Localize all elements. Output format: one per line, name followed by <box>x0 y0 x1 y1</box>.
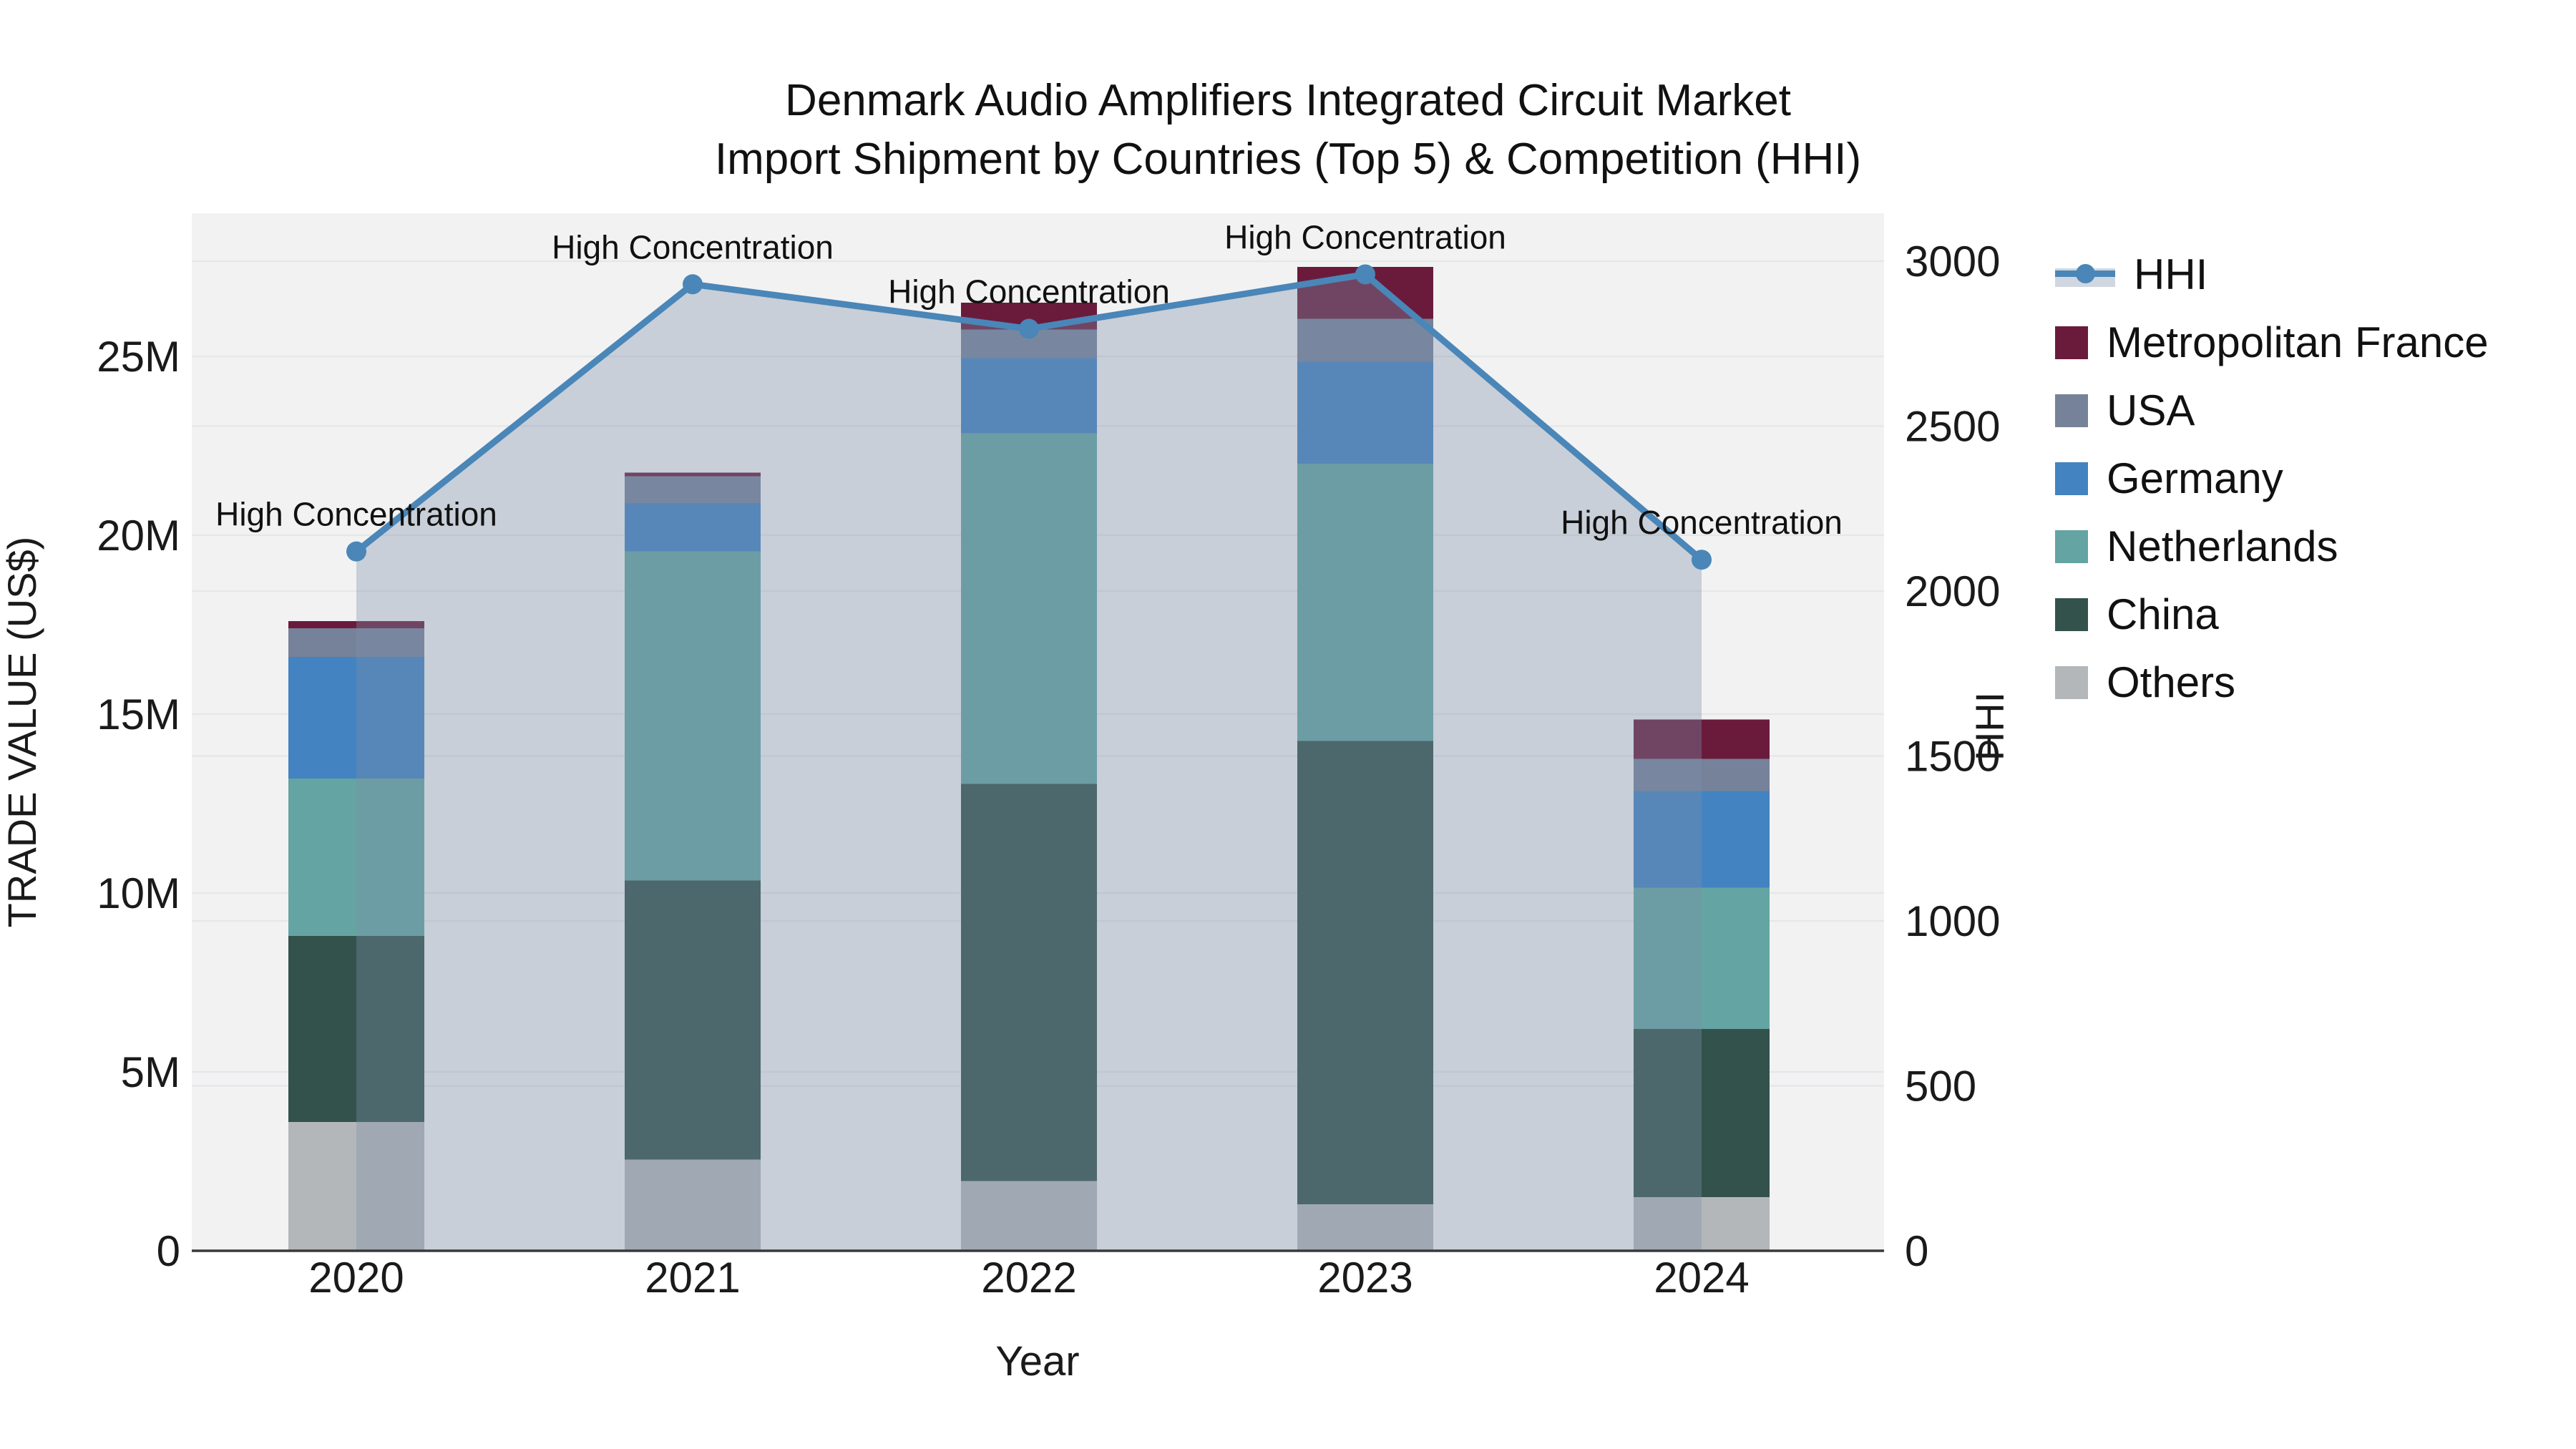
annotation-high-concentration: High Concentration <box>215 496 497 533</box>
legend-label: HHI <box>2134 250 2208 298</box>
chart-title-line1: Denmark Audio Amplifiers Integrated Circ… <box>785 76 1791 125</box>
bar-segment-others-2024[interactable] <box>1634 1197 1770 1251</box>
y-right-tick-label: 1000 <box>1905 897 2000 945</box>
legend-swatch-icon <box>2055 326 2088 359</box>
y-left-tick-label: 25M <box>97 333 180 381</box>
bar-segment-china-2024[interactable] <box>1634 1029 1770 1197</box>
x-tick-label-2022: 2022 <box>981 1254 1076 1302</box>
bar-segment-germany-2020[interactable] <box>288 657 424 779</box>
annotation-high-concentration: High Concentration <box>888 273 1170 311</box>
bar-segment-others-2023[interactable] <box>1297 1204 1433 1251</box>
bar-segment-others-2022[interactable] <box>961 1181 1097 1252</box>
bar-segment-others-2021[interactable] <box>625 1159 761 1252</box>
bar-segment-netherlands-2021[interactable] <box>625 551 761 881</box>
x-tick-label-2021: 2021 <box>645 1254 740 1302</box>
bar-segment-metropolitan-france-2024[interactable] <box>1634 719 1770 759</box>
bar-segment-metropolitan-france-2021[interactable] <box>625 472 761 477</box>
legend-item-metropolitan-france[interactable]: Metropolitan France <box>2055 308 2489 376</box>
hhi-marker-2023[interactable] <box>1355 264 1375 285</box>
legend-item-germany[interactable]: Germany <box>2055 444 2489 512</box>
bar-segment-china-2021[interactable] <box>625 880 761 1160</box>
bar-segment-germany-2022[interactable] <box>961 358 1097 434</box>
y-left-tick-label: 0 <box>157 1227 180 1275</box>
legend-label: USA <box>2107 386 2195 434</box>
x-axis-title: Year <box>995 1338 1079 1385</box>
legend-label: China <box>2107 590 2219 638</box>
legend-label: Germany <box>2107 454 2283 502</box>
y-right-tick-label: 2500 <box>1905 403 2000 451</box>
y-right-tick-label: 500 <box>1905 1063 1976 1111</box>
hhi-marker-2022[interactable] <box>1019 318 1039 339</box>
y-right-tick-label: 2000 <box>1905 567 2000 615</box>
bar-segment-others-2020[interactable] <box>288 1122 424 1251</box>
bar-segment-metropolitan-france-2020[interactable] <box>288 621 424 628</box>
legend-swatch-icon <box>2055 462 2088 495</box>
bar-segment-usa-2023[interactable] <box>1297 318 1433 362</box>
hhi-marker-2024[interactable] <box>1692 550 1712 570</box>
bar-segment-china-2020[interactable] <box>288 936 424 1122</box>
y-left-tick-label: 15M <box>97 691 180 738</box>
legend: HHI Metropolitan France USA Germany Netherla… <box>2055 240 2489 716</box>
bar-segment-germany-2023[interactable] <box>1297 361 1433 464</box>
annotation-high-concentration: High Concentration <box>1224 218 1506 255</box>
y-right-tick-label: 0 <box>1905 1227 1928 1275</box>
bar-segment-netherlands-2024[interactable] <box>1634 887 1770 1030</box>
bar-segment-germany-2021[interactable] <box>625 503 761 552</box>
y-axis-title-left: TRADE VALUE (US$) <box>0 537 44 928</box>
bar-segment-china-2023[interactable] <box>1297 741 1433 1205</box>
legend-label: Metropolitan France <box>2107 318 2489 366</box>
bar-segment-germany-2024[interactable] <box>1634 791 1770 888</box>
legend-item-usa[interactable]: USA <box>2055 376 2489 444</box>
y-left-tick-label: 10M <box>97 869 180 917</box>
legend-item-china[interactable]: China <box>2055 580 2489 648</box>
y-axis-title-right: HHI <box>1967 692 2012 761</box>
x-tick-label-2024: 2024 <box>1654 1254 1749 1302</box>
legend-swatch-icon <box>2055 597 2088 631</box>
y-left-tick-label: 20M <box>97 512 180 560</box>
annotation-high-concentration: High Concentration <box>1561 504 1843 541</box>
hhi-area-fill <box>356 274 1702 1252</box>
bar-segment-usa-2021[interactable] <box>625 476 761 504</box>
x-tick-label-2020: 2020 <box>308 1254 404 1302</box>
legend-label: Others <box>2107 658 2236 706</box>
y-left-tick-label: 5M <box>121 1048 180 1096</box>
legend-item-hhi[interactable]: HHI <box>2055 240 2489 308</box>
y-right-tick-label: 3000 <box>1905 238 2000 286</box>
chart-title-line2: Import Shipment by Countries (Top 5) & C… <box>714 135 1862 184</box>
x-tick-label-2023: 2023 <box>1317 1254 1413 1302</box>
legend-label: Netherlands <box>2107 522 2338 570</box>
hhi-marker-2020[interactable] <box>346 541 366 562</box>
legend-item-others[interactable]: Others <box>2055 648 2489 716</box>
bar-segment-netherlands-2023[interactable] <box>1297 464 1433 741</box>
annotation-high-concentration: High Concentration <box>552 228 834 265</box>
y-right-tick-label: 1500 <box>1905 733 2000 781</box>
legend-item-netherlands[interactable]: Netherlands <box>2055 512 2489 580</box>
bar-segment-usa-2024[interactable] <box>1634 758 1770 791</box>
legend-swatch-icon <box>2055 394 2088 427</box>
hhi-marker-2021[interactable] <box>683 274 703 295</box>
legend-swatch-icon <box>2055 530 2088 563</box>
legend-swatch-icon <box>2055 665 2088 699</box>
bar-segment-usa-2020[interactable] <box>288 628 424 657</box>
hhi-line-swatch-icon <box>2055 258 2115 291</box>
bar-segment-netherlands-2022[interactable] <box>961 433 1097 784</box>
bar-segment-netherlands-2020[interactable] <box>288 779 424 936</box>
bar-segment-china-2022[interactable] <box>961 784 1097 1181</box>
